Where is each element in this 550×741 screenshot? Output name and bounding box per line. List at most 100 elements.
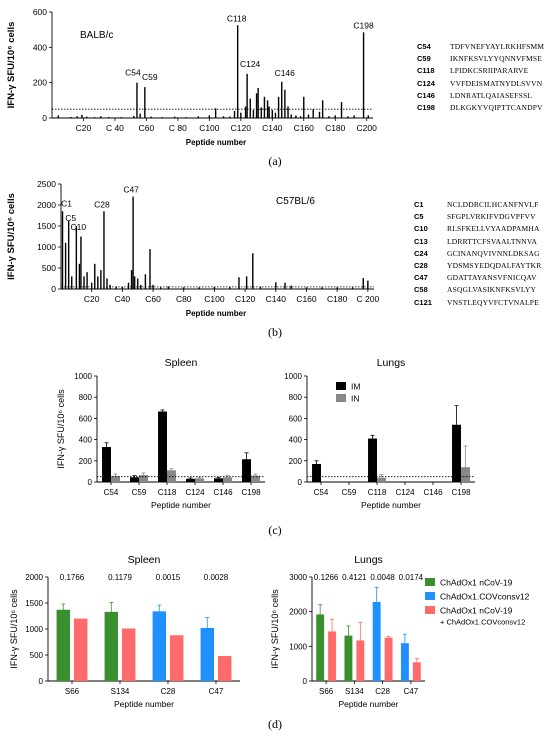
seq-b-row: C47 GDATTAYANSVFNICQAV [414,272,541,284]
bar [170,635,184,681]
x-tick-label: S134 [345,687,364,696]
x-tick-label: C160 [296,294,317,304]
y-axis-title: IFN-γ SFU/10⁶ cells [270,589,280,669]
y-tick-label: 2500 [37,179,56,189]
bar [67,220,70,289]
p-value: 0.0174 [399,573,424,582]
bar [312,109,314,118]
x-tick-label: C40 [115,294,131,304]
peak-label: C47 [123,185,139,195]
bar [139,113,141,118]
bar [336,287,338,289]
bar [281,81,283,118]
y-tick-label: 1500 [25,599,43,608]
bar [152,611,166,681]
bar [122,628,136,681]
bar [400,643,409,681]
y-tick-label: 0 [88,478,93,487]
bar [200,627,214,681]
bar-im [158,411,167,482]
caption-a: (a) [268,154,282,168]
seq-b-row: C10 RLSFKELLVYAADPAMHA [414,223,541,235]
bar [132,196,134,289]
peptide-id: C118 [417,66,435,76]
peptide-sequence: IKNFKSVLYYQNNVFMSE [450,54,543,64]
bar [183,287,185,289]
seq-a-row: C118 LPIDKCSRIIPARARVE [417,65,544,77]
x-tick-label: C198 [241,488,261,497]
peptide-sequence: DLKGKYVQIPTTCANDPV [450,103,543,113]
bar [136,82,138,118]
x-tick-label: C118 [158,488,177,497]
y-tick-label: 1000 [74,372,92,381]
bar [334,115,336,118]
bar-in [167,470,176,482]
bar [133,115,135,118]
peptide-sequence: ASQGLVASIKNFKSVLYY [447,285,537,295]
seq-a-row: C54 TDFVNEFYAYLRKHFSMM [417,41,544,53]
bar [233,110,236,118]
y-tick-label: 0 [51,284,56,294]
y-tick-label: 800 [289,393,303,402]
peptide-sequence: VVFDEISMATNYDLSVVN [450,78,543,88]
bar [367,280,369,289]
bar [238,277,240,289]
bar [94,263,96,289]
x-axis-title: Peptide number [151,500,211,510]
bar [255,93,258,118]
bar [246,73,248,118]
p-value: 0.0048 [370,573,395,582]
x-axis-title: Peptide number [186,309,246,318]
x-tick-label: S66 [319,687,334,696]
bar [240,112,242,118]
bar [295,115,297,118]
legend-label: IM [351,382,360,392]
bar [362,32,365,118]
bar [167,286,170,289]
bar [271,110,273,118]
y-tick-label: 200 [289,457,303,466]
legend-swatch [425,606,435,614]
bar [275,282,277,289]
peptide-sequence: SFGPLVRKIFVDGVPFVV [447,212,536,222]
x-axis-title: Peptide number [338,699,398,709]
x-tick-label: C 40 [106,123,124,133]
bar [144,274,147,289]
x-axis-title: Peptide number [186,138,246,147]
bar [57,115,59,118]
bar [260,107,262,118]
bar [236,25,239,118]
bar [100,116,102,118]
bar [347,116,349,118]
bar [150,116,152,118]
peptide-sequence: YDSMSYEDQDALFAYTKR [447,261,542,271]
p-value: 0.0015 [156,573,181,582]
bar [70,116,72,118]
x-tick-label: C54 [104,488,119,497]
bar [161,117,163,118]
x-tick-label: C120 [235,294,256,304]
bar-im [186,478,195,482]
bar [303,96,305,118]
bar [344,635,353,681]
peptide-sequence: NCLDDRCILHCANFNVLF [447,200,539,209]
bar [56,609,70,681]
x-tick-label: C160 [294,123,315,133]
x-tick-label: C180 [327,294,348,304]
bar [90,282,93,289]
x-tick-label: C200 [357,123,378,133]
x-tick-label: C124 [185,488,205,497]
x-tick-label: C100 [199,123,220,133]
y-tick-label: 600 [289,414,303,423]
bar [353,115,355,118]
y-tick-label: 2000 [25,573,43,582]
bar [245,276,248,289]
caption-c: (c) [268,523,282,537]
bar [362,278,364,289]
bar [115,286,117,289]
x-tick-label: C47 [404,687,419,696]
p-value: 0.4121 [342,573,367,582]
bar [149,249,151,289]
bar [93,117,96,118]
peptide-sequence: LPIDKCSRIIPARARVE [450,66,529,76]
